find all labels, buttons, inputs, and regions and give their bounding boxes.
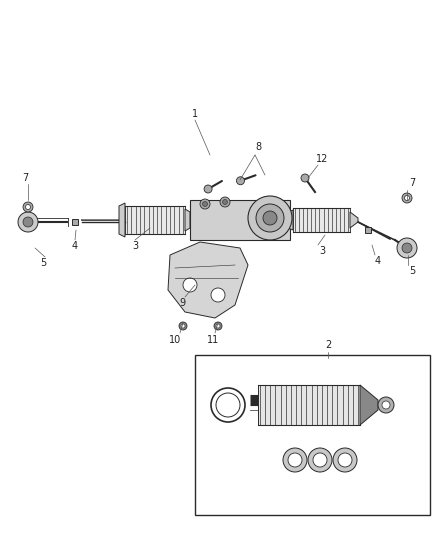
Circle shape [23,217,33,227]
Text: 5: 5 [40,258,46,268]
Text: 11: 11 [207,335,219,345]
Circle shape [288,453,302,467]
Polygon shape [288,210,293,230]
Circle shape [301,174,309,182]
Text: 3: 3 [132,241,138,251]
Text: 12: 12 [316,154,328,164]
Circle shape [338,453,352,467]
Circle shape [23,202,33,212]
Text: 1: 1 [192,109,198,119]
Text: 4: 4 [72,241,78,251]
Circle shape [402,193,412,203]
Text: 10: 10 [169,335,181,345]
Polygon shape [360,385,378,425]
Circle shape [25,205,31,209]
Bar [195,355,430,515]
Circle shape [183,278,197,292]
Circle shape [237,177,244,185]
Circle shape [200,199,210,209]
FancyBboxPatch shape [190,200,290,240]
Text: 9: 9 [179,298,185,308]
FancyBboxPatch shape [258,385,360,425]
FancyBboxPatch shape [125,206,185,234]
Circle shape [263,211,277,225]
Circle shape [333,448,357,472]
Polygon shape [350,212,358,228]
FancyBboxPatch shape [293,208,350,232]
Circle shape [382,401,390,409]
Circle shape [211,288,225,302]
Circle shape [179,322,187,330]
Circle shape [204,185,212,193]
Circle shape [181,324,185,328]
Circle shape [308,448,332,472]
Circle shape [220,197,230,207]
Polygon shape [185,209,190,231]
Circle shape [405,196,410,200]
Text: 4: 4 [375,256,381,266]
Circle shape [378,397,394,413]
Circle shape [248,196,292,240]
Text: 7: 7 [409,178,415,188]
Text: 7: 7 [22,173,28,183]
Polygon shape [168,242,248,318]
Circle shape [18,212,38,232]
Circle shape [223,199,227,205]
Text: 3: 3 [319,246,325,256]
Circle shape [256,204,284,232]
Text: 5: 5 [409,266,415,276]
FancyBboxPatch shape [190,202,245,238]
Circle shape [283,448,307,472]
Circle shape [214,322,222,330]
Circle shape [216,324,220,328]
Circle shape [397,238,417,258]
Circle shape [202,201,208,206]
Polygon shape [119,203,125,237]
Text: 8: 8 [255,142,261,152]
Text: 2: 2 [325,340,331,350]
Circle shape [402,243,412,253]
Circle shape [313,453,327,467]
